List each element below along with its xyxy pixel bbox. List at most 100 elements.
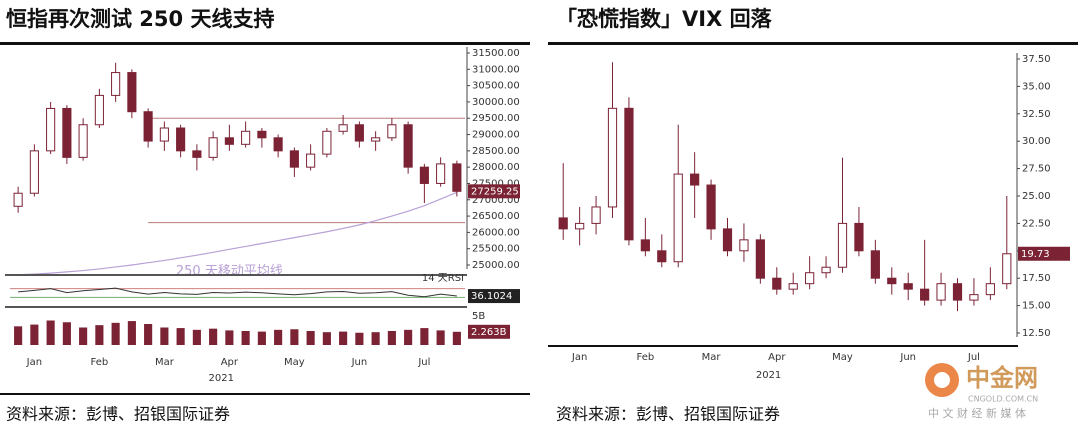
volume-bar	[209, 328, 218, 345]
volume-bar	[225, 330, 234, 345]
x-tick-label: Jan	[571, 352, 587, 363]
candle-body	[322, 130, 332, 155]
candle-body	[176, 127, 186, 152]
last-badge	[1018, 246, 1070, 261]
x-tick-label: Jul	[417, 357, 430, 368]
candle-body	[755, 239, 765, 279]
volume-bar	[79, 327, 88, 345]
candle-body	[159, 127, 169, 142]
candle-body	[558, 217, 568, 230]
candle-body	[273, 137, 283, 152]
y-tick-label: 28500.00	[472, 146, 520, 157]
candle-body	[870, 250, 880, 279]
candle-body	[1002, 253, 1012, 285]
volume-bar	[290, 329, 299, 345]
y-tick-label: 17.50	[1022, 273, 1051, 284]
candle-body	[903, 283, 913, 290]
volume-bar	[14, 326, 23, 345]
candle-body	[354, 124, 364, 142]
top-rule	[0, 42, 530, 45]
candle-body	[706, 184, 716, 230]
volume-bar	[306, 331, 315, 345]
x-tick-label: Feb	[636, 352, 654, 363]
x-tick-label: Feb	[91, 357, 109, 368]
volume-bar	[322, 332, 331, 345]
y-tick-label: 30.00	[1022, 136, 1051, 147]
candle-body	[111, 72, 121, 96]
y-tick-label: 29500.00	[472, 113, 520, 124]
y-tick-label: 31500.00	[472, 48, 520, 59]
rsi-badge	[468, 289, 520, 304]
volume-bar	[355, 332, 364, 345]
candle-body	[78, 124, 88, 158]
y-tick-label: 37.50	[1022, 54, 1051, 65]
rsi-label: 14 天RSI	[422, 273, 464, 284]
candle-body	[624, 107, 634, 241]
y-tick-label: 25500.00	[472, 244, 520, 255]
candle-body	[452, 163, 462, 192]
last-value: 27259.25	[471, 186, 519, 197]
x-tick-label: Apr	[221, 357, 239, 368]
watermark-logo: 中金网	[966, 364, 1038, 392]
rsi-line	[18, 287, 457, 298]
x-tick-label: Apr	[768, 352, 786, 363]
candle-body	[837, 222, 848, 268]
y-tick-label: 5B	[472, 311, 485, 322]
x-tick-label: May	[832, 352, 853, 363]
volume-bar	[192, 329, 201, 345]
volume-bar	[30, 324, 39, 345]
watermark-url: CNGOLD.COM.CN	[968, 395, 1038, 404]
volume-badge	[468, 324, 510, 339]
volume-bar	[176, 328, 185, 345]
y-tick-label: 29000.00	[472, 130, 520, 141]
top-rule	[548, 42, 1078, 45]
y-tick-label: 15.00	[1022, 301, 1051, 312]
last-badge	[468, 184, 520, 199]
x-tick-label: Jun	[351, 357, 368, 368]
candle-body	[640, 239, 650, 252]
y-tick-label: 28000.00	[472, 162, 520, 173]
candle-body	[192, 150, 202, 158]
y-tick-label: 26000.00	[472, 227, 520, 238]
candle-body	[241, 130, 251, 145]
chart-title: 恒指再次测试 250 天线支持	[6, 7, 274, 31]
candle-body	[436, 163, 446, 184]
y-tick-label: 27000.00	[472, 195, 520, 206]
volume-bar	[339, 331, 348, 345]
candle-body	[306, 153, 316, 168]
y-tick-label: 30000.00	[472, 97, 520, 108]
candle-body	[289, 150, 299, 168]
candle-body	[985, 283, 995, 296]
candle-body	[690, 173, 700, 186]
x-tick-label: Mar	[702, 352, 722, 363]
y-tick-label: 25.00	[1022, 191, 1051, 202]
y-tick-label: 30500.00	[472, 81, 520, 92]
volume-bar	[436, 330, 445, 345]
volume-bar	[371, 332, 380, 345]
watermark-logo-mark	[934, 372, 950, 388]
volume-bar	[420, 328, 429, 345]
y-tick-label: 31000.00	[472, 64, 520, 75]
ma-label: 250 天移动平均线	[176, 264, 283, 279]
y-tick-label: 12.50	[1022, 328, 1051, 339]
candle-body	[62, 107, 72, 158]
bottom-rule	[548, 345, 1018, 347]
candle-body	[591, 206, 601, 224]
watermark-tagline: 中 文 财 经 新 媒 体	[928, 406, 1026, 420]
volume-bar	[274, 329, 283, 345]
volume-value: 2.263B	[471, 327, 507, 338]
candle-body	[969, 294, 979, 301]
volume-bar	[46, 320, 55, 345]
x-tick-label: Jan	[26, 357, 42, 368]
volume-bar	[387, 331, 396, 345]
volume-bar	[127, 321, 136, 345]
candle-body	[143, 111, 153, 142]
candle-body	[657, 250, 667, 263]
candle-body	[920, 288, 930, 301]
chart-title: 「恐慌指数」VIX 回落	[556, 7, 773, 31]
volume-bar	[452, 331, 461, 345]
candle-body	[575, 222, 585, 230]
candle-body	[821, 266, 831, 274]
candle-body	[387, 124, 397, 139]
